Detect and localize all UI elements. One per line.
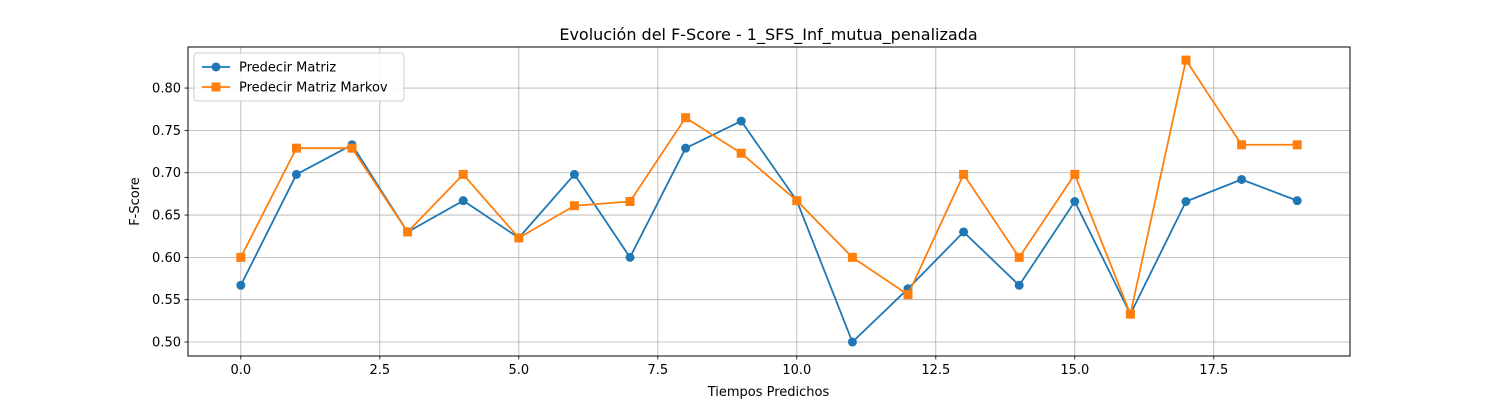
data-point bbox=[903, 290, 913, 300]
legend-label: Predecir Matriz Markov bbox=[239, 81, 388, 96]
y-tick-label: 0.70 bbox=[152, 166, 181, 181]
data-point bbox=[458, 169, 468, 179]
y-axis-label: F-Score bbox=[128, 177, 143, 226]
data-point bbox=[347, 143, 357, 153]
legend-marker bbox=[211, 62, 221, 72]
data-point bbox=[1181, 55, 1191, 65]
legend-marker bbox=[211, 82, 221, 92]
data-point bbox=[1292, 140, 1302, 150]
legend-box bbox=[193, 52, 405, 102]
y-tick-label: 0.55 bbox=[152, 293, 181, 308]
grid-layer bbox=[188, 47, 1350, 356]
data-point bbox=[847, 252, 857, 262]
series-layer bbox=[236, 55, 1302, 347]
x-axis-label: Tiempos Predichos bbox=[707, 385, 830, 400]
x-tick-label: 15.0 bbox=[1060, 363, 1089, 378]
data-point bbox=[403, 227, 413, 237]
data-point bbox=[236, 252, 246, 262]
y-tick-label: 0.80 bbox=[152, 82, 181, 97]
data-point bbox=[236, 280, 246, 290]
data-point bbox=[291, 143, 301, 153]
x-tick-label: 17.5 bbox=[1199, 363, 1228, 378]
data-point bbox=[1014, 280, 1024, 290]
legend-label: Predecir Matriz bbox=[239, 61, 336, 76]
legend-item: Predecir Matriz Markov bbox=[202, 81, 388, 96]
series-2 bbox=[236, 55, 1302, 319]
data-point bbox=[1181, 197, 1191, 206]
data-point bbox=[792, 196, 802, 206]
data-point bbox=[959, 169, 969, 179]
data-point bbox=[569, 201, 579, 211]
data-point bbox=[681, 113, 691, 123]
data-point bbox=[959, 227, 969, 237]
x-tick-label: 12.5 bbox=[921, 363, 950, 378]
data-point bbox=[681, 143, 691, 153]
data-point bbox=[1014, 252, 1024, 262]
data-point bbox=[291, 169, 301, 179]
data-point bbox=[625, 197, 635, 206]
chart-title: Evolución del F-Score - 1_SFS_Inf_mutua_… bbox=[559, 25, 977, 45]
data-point bbox=[1070, 197, 1080, 206]
tick-layer: 0.0 2.5 5.0 7.5 10.0 12.5 15.0 17.5 0.50 0.55 0.60… bbox=[152, 82, 1228, 378]
x-tick-label: 0.0 bbox=[230, 363, 251, 378]
y-tick-label: 0.65 bbox=[152, 209, 181, 224]
series-line bbox=[240, 59, 1298, 315]
data-point bbox=[1292, 196, 1302, 206]
legend: Predecir Matriz Predecir Matriz Markov bbox=[193, 52, 405, 102]
data-point bbox=[569, 169, 579, 179]
data-point bbox=[1237, 174, 1247, 184]
plot-frame bbox=[187, 46, 1351, 357]
data-point bbox=[736, 116, 746, 126]
x-tick-label: 2.5 bbox=[369, 363, 390, 378]
data-point bbox=[847, 337, 857, 347]
data-point bbox=[1237, 140, 1247, 150]
data-point bbox=[736, 148, 746, 158]
y-tick-label: 0.60 bbox=[152, 251, 181, 266]
data-point bbox=[458, 196, 468, 206]
data-point bbox=[1070, 169, 1080, 179]
y-tick-label: 0.75 bbox=[152, 124, 181, 139]
data-point bbox=[625, 252, 635, 262]
y-tick-label: 0.50 bbox=[152, 336, 181, 351]
x-tick-label: 7.5 bbox=[647, 363, 668, 378]
x-tick-label: 10.0 bbox=[782, 363, 811, 378]
series-line bbox=[240, 120, 1298, 343]
data-point bbox=[514, 233, 524, 243]
x-tick-label: 5.0 bbox=[508, 363, 529, 378]
data-point bbox=[1125, 309, 1135, 319]
legend-item: Predecir Matriz bbox=[202, 61, 336, 76]
